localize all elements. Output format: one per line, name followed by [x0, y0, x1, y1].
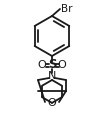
- Text: O: O: [38, 60, 46, 70]
- Text: O: O: [48, 98, 56, 108]
- Text: Br: Br: [61, 4, 72, 14]
- Text: O: O: [58, 60, 66, 70]
- Text: S: S: [48, 59, 56, 72]
- Text: N: N: [48, 71, 56, 81]
